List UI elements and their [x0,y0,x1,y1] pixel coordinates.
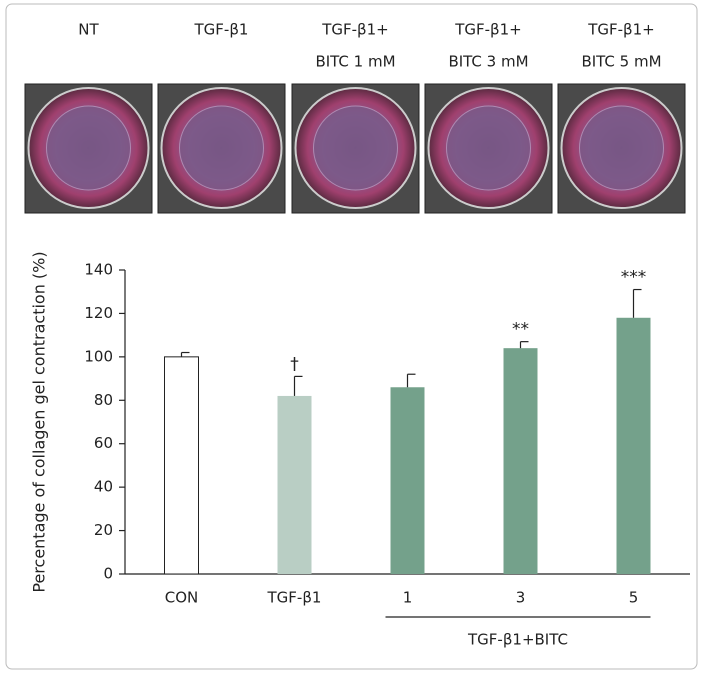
frame [5,3,698,670]
y-tick-label: 140 [84,261,113,279]
x-tick-label: TGF-β1 [267,589,322,607]
bar [277,395,312,574]
gel [313,105,398,191]
y-tick-label: 100 [84,347,113,365]
x-tick-label: 1 [403,589,413,607]
photo-label: BITC 3 mM [448,53,528,71]
photo-label: BITC 1 mM [315,53,395,71]
bar [390,387,425,574]
y-tick-label: 60 [94,434,113,452]
photo-label: TGF-β1+ [321,21,389,39]
x-tick-label: 5 [629,589,639,607]
group-label: TGF-β1+BITC [467,631,568,649]
significance: ** [512,320,529,340]
gel [46,105,131,191]
y-tick-label: 0 [103,565,113,583]
gel [579,105,664,191]
bar [164,356,199,575]
y-tick-label: 120 [84,304,113,322]
x-tick-label: CON [165,589,199,607]
y-axis-label: Percentage of collagen gel contraction (… [30,251,49,592]
y-tick-label: 20 [94,521,113,539]
significance: *** [621,268,647,288]
gel [446,105,531,191]
photo-label: BITC 5 mM [581,53,661,71]
bar [503,348,538,574]
photo-label: TGF-β1 [194,21,249,39]
photo-label: TGF-β1+ [454,21,522,39]
x-tick-label: 3 [516,589,526,607]
significance: † [290,354,299,374]
bar [616,317,651,574]
gel [179,105,264,191]
photo-label: NT [78,21,99,39]
photo-label: TGF-β1+ [587,21,655,39]
y-tick-label: 80 [94,391,113,409]
y-tick-label: 40 [94,478,113,496]
